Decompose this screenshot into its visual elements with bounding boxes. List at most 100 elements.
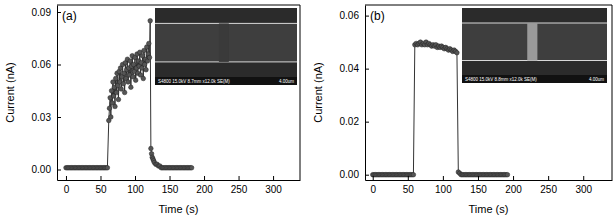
data-line bbox=[373, 42, 508, 175]
x-tick-mark bbox=[443, 176, 444, 180]
x-tick-mark bbox=[135, 176, 136, 180]
y-tick-label: 0.04 bbox=[340, 63, 360, 74]
x-tick-label: 150 bbox=[162, 184, 179, 195]
y-tick-label: 0.06 bbox=[340, 10, 360, 21]
y-axis-line bbox=[57, 6, 58, 181]
y-tick-label: 0.03 bbox=[32, 112, 52, 123]
x-tick-mark bbox=[583, 176, 584, 180]
x-tick: 300 bbox=[575, 176, 592, 195]
frame-top bbox=[57, 5, 300, 6]
y-tick: 0.03 bbox=[32, 112, 61, 123]
y-tick-label: 0.02 bbox=[340, 116, 360, 127]
data-point bbox=[147, 55, 152, 60]
x-tick-mark bbox=[100, 176, 101, 180]
panel-label: (a) bbox=[62, 9, 77, 23]
data-point bbox=[129, 85, 134, 90]
x-tick-mark bbox=[204, 176, 205, 180]
data-point bbox=[455, 50, 460, 55]
x-tick-mark bbox=[170, 176, 171, 180]
x-tick: 50 bbox=[403, 176, 415, 195]
y-tick: 0.02 bbox=[340, 116, 369, 127]
y-axis-title: Current (nA) bbox=[4, 62, 16, 123]
x-tick: 100 bbox=[435, 176, 452, 195]
plot-area bbox=[370, 40, 509, 177]
panel-label: (b) bbox=[370, 9, 385, 23]
x-tick-label: 250 bbox=[231, 184, 248, 195]
y-tick-label: 0.06 bbox=[32, 59, 52, 70]
data-line bbox=[66, 21, 192, 168]
data-point bbox=[105, 165, 110, 170]
data-point bbox=[113, 76, 118, 81]
x-tick-label: 150 bbox=[470, 184, 487, 195]
inset-caption: 4.00um bbox=[589, 77, 604, 82]
y-tick: 0.04 bbox=[340, 63, 369, 74]
x-tick-label: 100 bbox=[435, 184, 452, 195]
y-tick: 0.06 bbox=[32, 59, 61, 70]
figure: S4800 15.0kV 8.7mm x12.0k SE(M)4.00um050… bbox=[0, 0, 616, 222]
inset-image bbox=[462, 8, 607, 83]
y-tick-mark bbox=[57, 170, 61, 171]
y-tick-label: 0.09 bbox=[32, 7, 52, 18]
x-tick-mark bbox=[408, 176, 409, 180]
x-tick-mark bbox=[513, 176, 514, 180]
data-point bbox=[119, 87, 124, 92]
frame-top bbox=[365, 5, 612, 6]
x-axis-line bbox=[366, 180, 613, 181]
y-axis-title: Current (nA) bbox=[312, 62, 324, 123]
y-tick-mark bbox=[57, 65, 61, 66]
x-tick-label: 250 bbox=[540, 184, 557, 195]
data-point bbox=[126, 80, 131, 85]
y-tick-mark bbox=[57, 12, 61, 13]
data-point bbox=[122, 90, 127, 95]
x-tick: 300 bbox=[265, 176, 282, 195]
x-tick-mark bbox=[373, 176, 374, 180]
data-point bbox=[141, 76, 146, 81]
data-point bbox=[109, 115, 114, 120]
x-tick-label: 200 bbox=[505, 184, 522, 195]
y-tick-mark bbox=[365, 16, 369, 17]
panel: S4800 15.0kV 8.7mm x12.0k SE(M)4.00um 0 50… bbox=[32, 5, 301, 195]
inset: S4800 15.0kV 8.7mm x12.0k SE(M)4.00um bbox=[155, 8, 297, 85]
inset-caption: S4800 15.0kV 8.8mm x12.0k SE(M) bbox=[465, 77, 537, 82]
y-tick-mark bbox=[365, 69, 369, 70]
y-tick: 0.00 bbox=[32, 164, 61, 175]
x-tick-label: 0 bbox=[64, 184, 70, 195]
y-tick-label: 0.00 bbox=[340, 169, 360, 180]
x-tick-mark bbox=[478, 176, 479, 180]
y-tick-mark bbox=[57, 117, 61, 118]
inset-image bbox=[155, 8, 297, 85]
x-tick-label: 300 bbox=[265, 184, 282, 195]
x-tick: 50 bbox=[95, 176, 107, 195]
x-tick: 200 bbox=[196, 176, 213, 195]
x-tick: 250 bbox=[231, 176, 248, 195]
data-point bbox=[128, 59, 133, 64]
data-point bbox=[116, 97, 121, 102]
x-tick: 250 bbox=[540, 176, 557, 195]
x-tick: 150 bbox=[470, 176, 487, 195]
y-axis-line bbox=[365, 6, 366, 181]
y-axis: 0.00 0.02 0.04 0.06 bbox=[340, 6, 369, 181]
y-tick-mark bbox=[365, 122, 369, 123]
data-point bbox=[113, 104, 118, 109]
x-axis: 0 50 100 150 200 250 300 bbox=[366, 176, 613, 195]
inset-band bbox=[155, 23, 297, 62]
x-tick-label: 100 bbox=[127, 184, 144, 195]
x-axis-title: Time (s) bbox=[159, 203, 199, 215]
inset-caption: S4800 15.0kV 8.7mm x12.0k SE(M) bbox=[158, 79, 230, 84]
x-axis: 0 50 100 150 200 250 300 bbox=[58, 176, 301, 195]
x-tick-label: 0 bbox=[370, 184, 376, 195]
x-tick-label: 300 bbox=[575, 184, 592, 195]
x-axis-line bbox=[58, 180, 301, 181]
x-tick: 0 bbox=[64, 176, 70, 195]
y-tick: 0.09 bbox=[32, 7, 61, 18]
x-tick: 200 bbox=[505, 176, 522, 195]
data-point bbox=[189, 165, 194, 170]
data-point bbox=[107, 106, 112, 111]
x-tick: 100 bbox=[127, 176, 144, 195]
y-tick-label: 0.00 bbox=[32, 164, 52, 175]
x-tick-mark bbox=[548, 176, 549, 180]
x-tick-label: 200 bbox=[196, 184, 213, 195]
data-point bbox=[505, 172, 510, 177]
data-point bbox=[121, 81, 126, 86]
data-point bbox=[114, 90, 119, 95]
